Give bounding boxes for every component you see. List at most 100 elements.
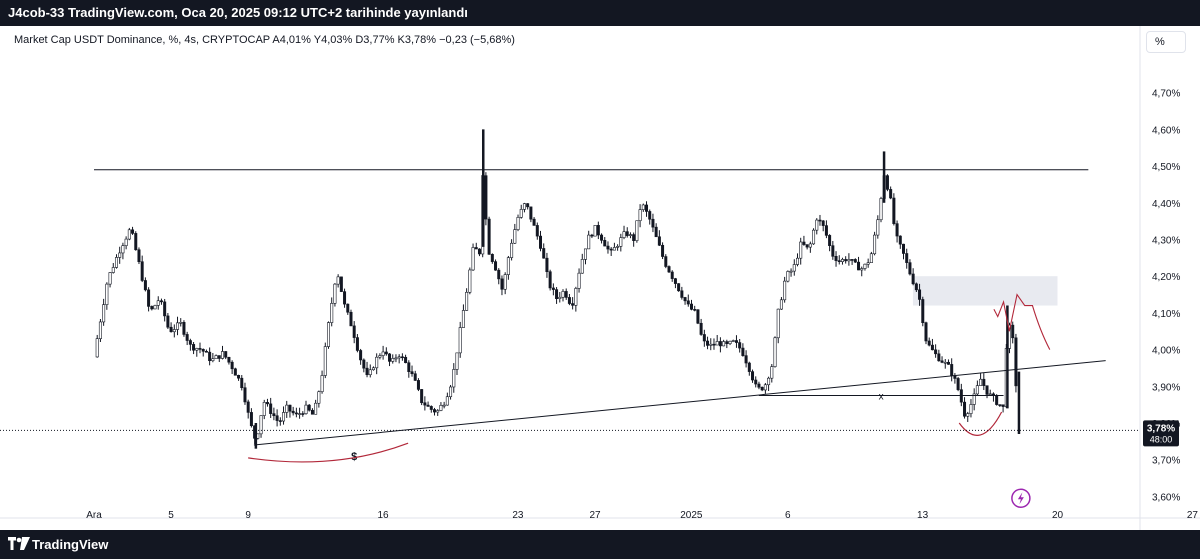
candle-body (969, 404, 973, 414)
candle-body (179, 322, 183, 324)
candle-body (821, 220, 825, 226)
candle-body (506, 257, 510, 275)
candle-body (548, 271, 552, 289)
candle-body (824, 225, 828, 236)
candle-body (169, 326, 173, 333)
y-tick-label: 4,40% (1152, 199, 1180, 210)
candle-body (616, 246, 620, 248)
candle-body (349, 311, 353, 327)
candle-body (539, 235, 543, 249)
red-projection-scribble[interactable] (993, 293, 1051, 350)
candle-body (368, 369, 372, 376)
candle-body (895, 223, 899, 237)
candle-body (326, 322, 330, 347)
candle-body (265, 402, 269, 405)
candle-body (542, 248, 546, 259)
candle-body (709, 343, 713, 346)
candle-body (330, 303, 334, 323)
candle-body (930, 344, 934, 351)
candle-body (648, 211, 652, 220)
candle-body (567, 297, 571, 304)
candle-body (388, 353, 392, 362)
candle-body (840, 259, 844, 262)
level-marker-label: x (879, 391, 884, 402)
candle-body (282, 412, 286, 422)
candle-body (593, 225, 597, 237)
candle-body (606, 245, 610, 250)
candle-body (510, 242, 514, 258)
candle-body (262, 402, 266, 416)
candle-body (812, 229, 816, 245)
candle-body (876, 219, 880, 236)
candle-body (150, 306, 154, 310)
candle-body (365, 367, 369, 376)
candle-body (227, 356, 231, 363)
candle-body (140, 261, 144, 281)
candle-body (468, 269, 472, 293)
candle-body (137, 249, 141, 263)
price-chart[interactable]: 4,70% 4,60% 4,50% 4,40% 4,30% 4,20% 4,10% 4,00%… (0, 26, 1200, 530)
candle-body (156, 300, 160, 306)
candle-body (792, 264, 796, 272)
candle-body (998, 404, 1002, 406)
candle-body (966, 413, 970, 417)
red-curve-bottom-left[interactable] (248, 442, 409, 463)
candle-body (725, 341, 729, 344)
candle-body (121, 245, 125, 254)
candle-body (850, 259, 854, 261)
candle-body (956, 378, 960, 390)
candle-body (131, 229, 135, 234)
candle-body (526, 203, 530, 208)
x-tick-label: 13 (917, 510, 929, 521)
candle-body (596, 225, 600, 236)
candle-body (272, 413, 276, 417)
candle-body (452, 369, 456, 388)
candle-body (1014, 337, 1018, 387)
candle-body (885, 175, 889, 190)
candle-body (975, 385, 979, 395)
candle-body (172, 329, 176, 333)
candle-body (484, 175, 488, 220)
candle-body (317, 391, 321, 404)
ascending-trendline[interactable] (253, 360, 1106, 446)
candle-body (288, 404, 292, 412)
candle-body (532, 218, 536, 226)
brand-name: TradingView (32, 537, 109, 552)
candle-body (535, 225, 539, 237)
candle-body (982, 378, 986, 386)
candle-body (310, 409, 314, 415)
candle-body (722, 341, 726, 347)
candle-body (352, 325, 356, 338)
supply-zone-rect[interactable] (912, 276, 1058, 306)
candle-body (995, 395, 999, 405)
candle-body (442, 404, 446, 407)
candle-body (185, 334, 189, 341)
candle-body (102, 304, 106, 323)
chart-panel[interactable]: 4,70% 4,60% 4,50% 4,40% 4,30% 4,20% 4,10% 4,00%… (0, 26, 1200, 530)
candle-body (869, 253, 873, 263)
x-tick-label: Ara (86, 510, 102, 521)
candle-body (770, 366, 774, 379)
candle-body (715, 341, 719, 346)
candle-body (233, 368, 237, 376)
candle-body (921, 299, 925, 323)
candle-body (863, 263, 867, 269)
percent-scale-button[interactable]: % (1146, 31, 1186, 53)
candle-body (455, 352, 459, 370)
candle-body (304, 404, 308, 414)
candle-body (911, 273, 915, 285)
bar-countdown-label: 48:00 (1150, 434, 1173, 444)
candle-body (603, 240, 607, 247)
candle-body (908, 262, 912, 275)
candle-body (516, 217, 520, 230)
candle-body (979, 378, 983, 386)
candle-body (686, 300, 690, 305)
candle-body (638, 209, 642, 222)
candle-body (847, 259, 851, 262)
candle-body (346, 303, 350, 313)
candle-body (905, 253, 909, 263)
candle-body (420, 389, 424, 404)
candle-body (275, 415, 279, 421)
red-curve-bottom-right[interactable] (958, 411, 1003, 436)
candle-body (892, 197, 896, 224)
